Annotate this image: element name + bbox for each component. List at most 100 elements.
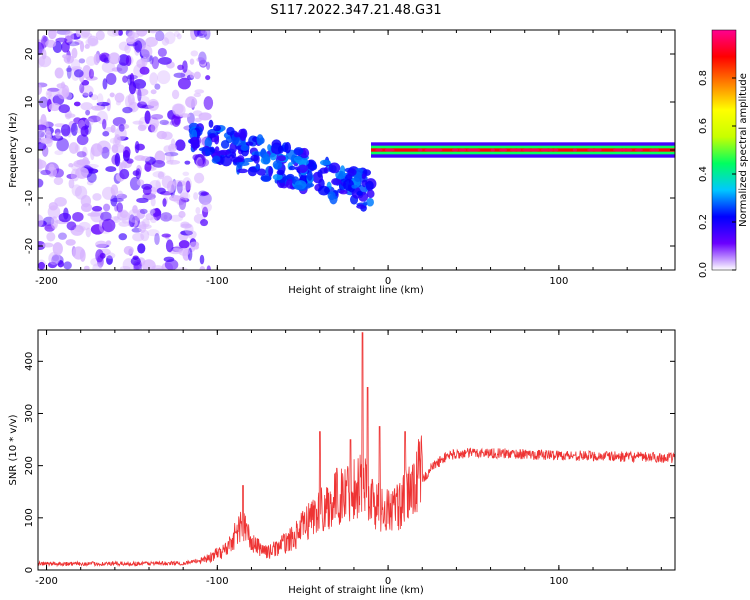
spectrogram-noise-cell bbox=[74, 225, 86, 233]
spectrogram-noise-cell bbox=[105, 73, 117, 85]
spectrogram-blob bbox=[339, 189, 348, 195]
spectrogram-noise-cell bbox=[203, 30, 211, 40]
spectrogram-noise-cell bbox=[133, 264, 139, 270]
spectrogram-noise-cell bbox=[71, 184, 82, 197]
spectrogram-blob bbox=[269, 153, 277, 161]
colorbar-tick-label: 0.0 bbox=[698, 262, 709, 278]
spectrogram-noise-cell bbox=[180, 230, 193, 236]
spectrogram-noise-cell bbox=[48, 102, 61, 112]
spectrogram-blob bbox=[198, 147, 211, 152]
spectrogram-noise-cell bbox=[147, 229, 160, 237]
spectrogram-noise-cell bbox=[65, 239, 76, 246]
spectrogram-noise-cell bbox=[112, 135, 122, 148]
spectrogram-noise-cell bbox=[48, 201, 58, 211]
spectrogram-blob bbox=[319, 159, 331, 166]
spectrogram-band-peak bbox=[490, 148, 495, 152]
spectrogram-noise-cell bbox=[199, 254, 205, 265]
spectrogram-noise-cell bbox=[150, 123, 158, 133]
spectrogram-noise-cell bbox=[84, 44, 90, 49]
spectrogram-blob bbox=[312, 163, 318, 170]
spectrogram-noise-cell bbox=[200, 219, 209, 227]
spectrogram-blob bbox=[327, 191, 336, 201]
spectrogram-noise-cell bbox=[179, 113, 191, 118]
spectrogram-noise-cell bbox=[66, 65, 72, 79]
spectrogram-noise-cell bbox=[76, 134, 89, 146]
spectrogram-noise-cell bbox=[136, 179, 145, 186]
spectrogram-noise-cell bbox=[45, 130, 52, 136]
spectrogram-noise-cell bbox=[66, 221, 77, 231]
spectrogram-blob bbox=[277, 155, 286, 162]
spectrogram-band-peak bbox=[434, 148, 443, 152]
spectrogram-blob bbox=[245, 141, 254, 146]
spectrogram-noise-cell bbox=[199, 265, 206, 270]
spectrogram-noise-cell bbox=[58, 104, 70, 114]
spectrogram-noise-cell bbox=[58, 232, 67, 240]
spectrogram-noise-cell bbox=[149, 208, 156, 214]
spectrogram-noise-cell bbox=[45, 89, 52, 99]
snr-x-label: Height of straight line (km) bbox=[288, 585, 424, 596]
spectrogram-noise-cell bbox=[205, 75, 211, 81]
spectrogram-noise-cell bbox=[185, 96, 198, 108]
spectrogram-noise-cell bbox=[38, 141, 47, 151]
spectrogram-noise-cell bbox=[150, 89, 157, 95]
spectrogram-blob bbox=[319, 167, 328, 174]
spectrogram-noise-cell bbox=[95, 249, 104, 263]
spectrogram-blob bbox=[268, 166, 273, 178]
spectrogram-noise-cell bbox=[145, 213, 155, 221]
spectrogram-noise-cell bbox=[56, 138, 69, 152]
spectrogram-noise-cell bbox=[154, 233, 160, 245]
spectrogram-noise-cell bbox=[139, 66, 150, 75]
spectrogram-noise-cell bbox=[46, 91, 61, 97]
spectrogram-noise-cell bbox=[145, 36, 158, 48]
spectrogram-noise-cell bbox=[150, 197, 156, 207]
spectrogram-noise-cell bbox=[88, 91, 93, 98]
spectrogram-noise-cell bbox=[157, 171, 165, 180]
spectrogram-blob bbox=[190, 142, 201, 149]
spectrogram-noise-cell bbox=[74, 185, 88, 200]
spectrogram-noise-cell bbox=[178, 210, 186, 218]
spectrogram-noise-cell bbox=[48, 251, 61, 265]
spectrogram-noise-cell bbox=[169, 120, 175, 126]
x-tick-label: -100 bbox=[206, 276, 229, 287]
spectrogram-noise-cell bbox=[193, 172, 205, 184]
spectrogram-noise-cell bbox=[163, 256, 175, 263]
spectrogram-noise-cell bbox=[128, 214, 136, 228]
spectrogram-noise-cell bbox=[134, 141, 140, 154]
x-tick-label: -200 bbox=[35, 276, 58, 287]
spectrogram-band-peak bbox=[616, 148, 621, 152]
spectrogram-noise-cell bbox=[38, 124, 47, 131]
y-tick-label: 0 bbox=[24, 567, 35, 573]
spectrogram-noise-cell bbox=[70, 168, 80, 182]
spectrogram-blob bbox=[213, 124, 221, 132]
spectrogram-noise-cell bbox=[97, 93, 104, 106]
spectrogram-noise-cell bbox=[114, 152, 121, 167]
spectrogram-noise-cell bbox=[87, 212, 102, 217]
spectrogram-noise-cell bbox=[127, 93, 135, 106]
spectrogram-noise-cell bbox=[68, 142, 79, 154]
spectrogram-blob bbox=[272, 160, 283, 170]
spectrogram-noise-cell bbox=[203, 96, 214, 110]
spectrogram-noise-cell bbox=[194, 89, 205, 94]
spectrogram-blob bbox=[297, 164, 308, 174]
spectrogram-noise-cell bbox=[149, 72, 158, 86]
spectrogram-noise-cell bbox=[141, 56, 148, 67]
spectrogram-noise-cell bbox=[73, 101, 81, 107]
spectrogram-noise-cell bbox=[178, 197, 187, 210]
spectrogram-band-peak bbox=[587, 148, 595, 152]
y-tick-label: 400 bbox=[24, 352, 35, 371]
spectrogram-noise-cell bbox=[198, 192, 212, 205]
spectrogram-noise-cell bbox=[132, 232, 145, 242]
snr-y-label: SNR (10 * v/v) bbox=[8, 414, 19, 485]
spectrogram-blob bbox=[361, 173, 367, 180]
spectrogram-band-peak bbox=[621, 148, 627, 152]
spectrogram-noise-cell bbox=[53, 176, 64, 186]
spectrogram-noise-cell bbox=[72, 246, 85, 260]
spectrogram-noise-cell bbox=[200, 191, 209, 196]
spectrogram-noise-cell bbox=[180, 221, 190, 227]
spectrogram-noise-cell bbox=[202, 206, 209, 218]
spectrogram-noise-cell bbox=[110, 124, 116, 133]
spectrogram-noise-cell bbox=[132, 205, 138, 214]
spectrogram-blob bbox=[250, 154, 259, 162]
spectrogram-blob bbox=[285, 178, 295, 189]
spectrogram-blob bbox=[260, 174, 272, 182]
